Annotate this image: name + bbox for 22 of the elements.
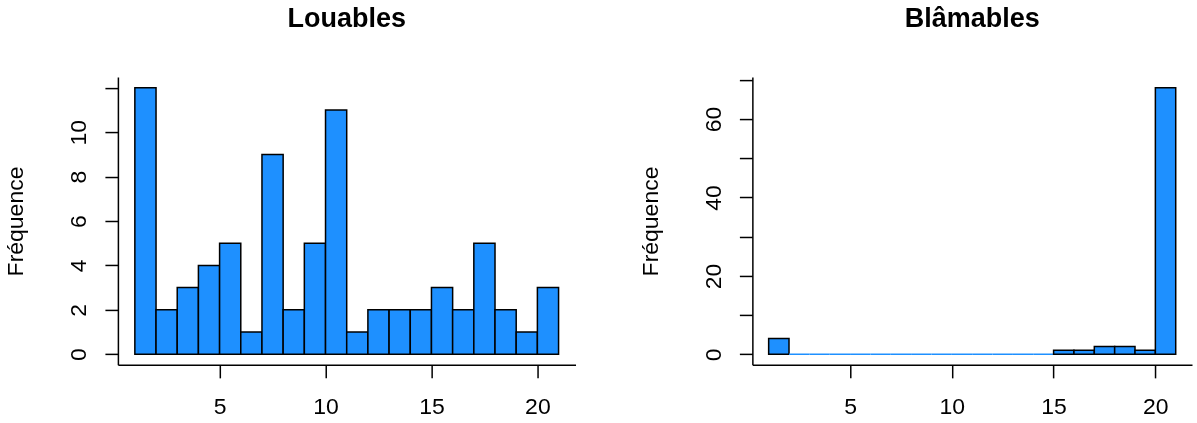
y-tick-label: 2 bbox=[65, 303, 92, 317]
x-tick-label: 10 bbox=[313, 393, 339, 420]
x-tick-label: 15 bbox=[419, 393, 445, 420]
y-tick-label: 40 bbox=[699, 185, 726, 211]
x-tick-label: 10 bbox=[939, 393, 966, 420]
x-tick-label: 20 bbox=[525, 393, 551, 420]
y-tick-label: 0 bbox=[699, 348, 726, 362]
y-tick-label: 20 bbox=[699, 263, 726, 290]
y-tick-label: 8 bbox=[65, 170, 92, 184]
y-axis-title: Fréquence bbox=[636, 166, 663, 277]
x-tick-label: 5 bbox=[844, 393, 857, 420]
chart-title: Louables bbox=[287, 3, 406, 34]
x-tick-label: 5 bbox=[213, 393, 227, 420]
y-tick-label: 4 bbox=[65, 259, 92, 273]
y-tick-label: 0 bbox=[65, 348, 92, 362]
x-tick-label: 20 bbox=[1143, 393, 1169, 420]
y-tick-label: 60 bbox=[699, 106, 726, 133]
y-tick-label: 10 bbox=[65, 119, 92, 146]
y-tick-label: 6 bbox=[65, 215, 92, 228]
y-axis-title: Fréquence bbox=[2, 166, 29, 277]
chart-title: Blâmables bbox=[904, 3, 1040, 34]
x-tick-label: 15 bbox=[1041, 393, 1067, 420]
